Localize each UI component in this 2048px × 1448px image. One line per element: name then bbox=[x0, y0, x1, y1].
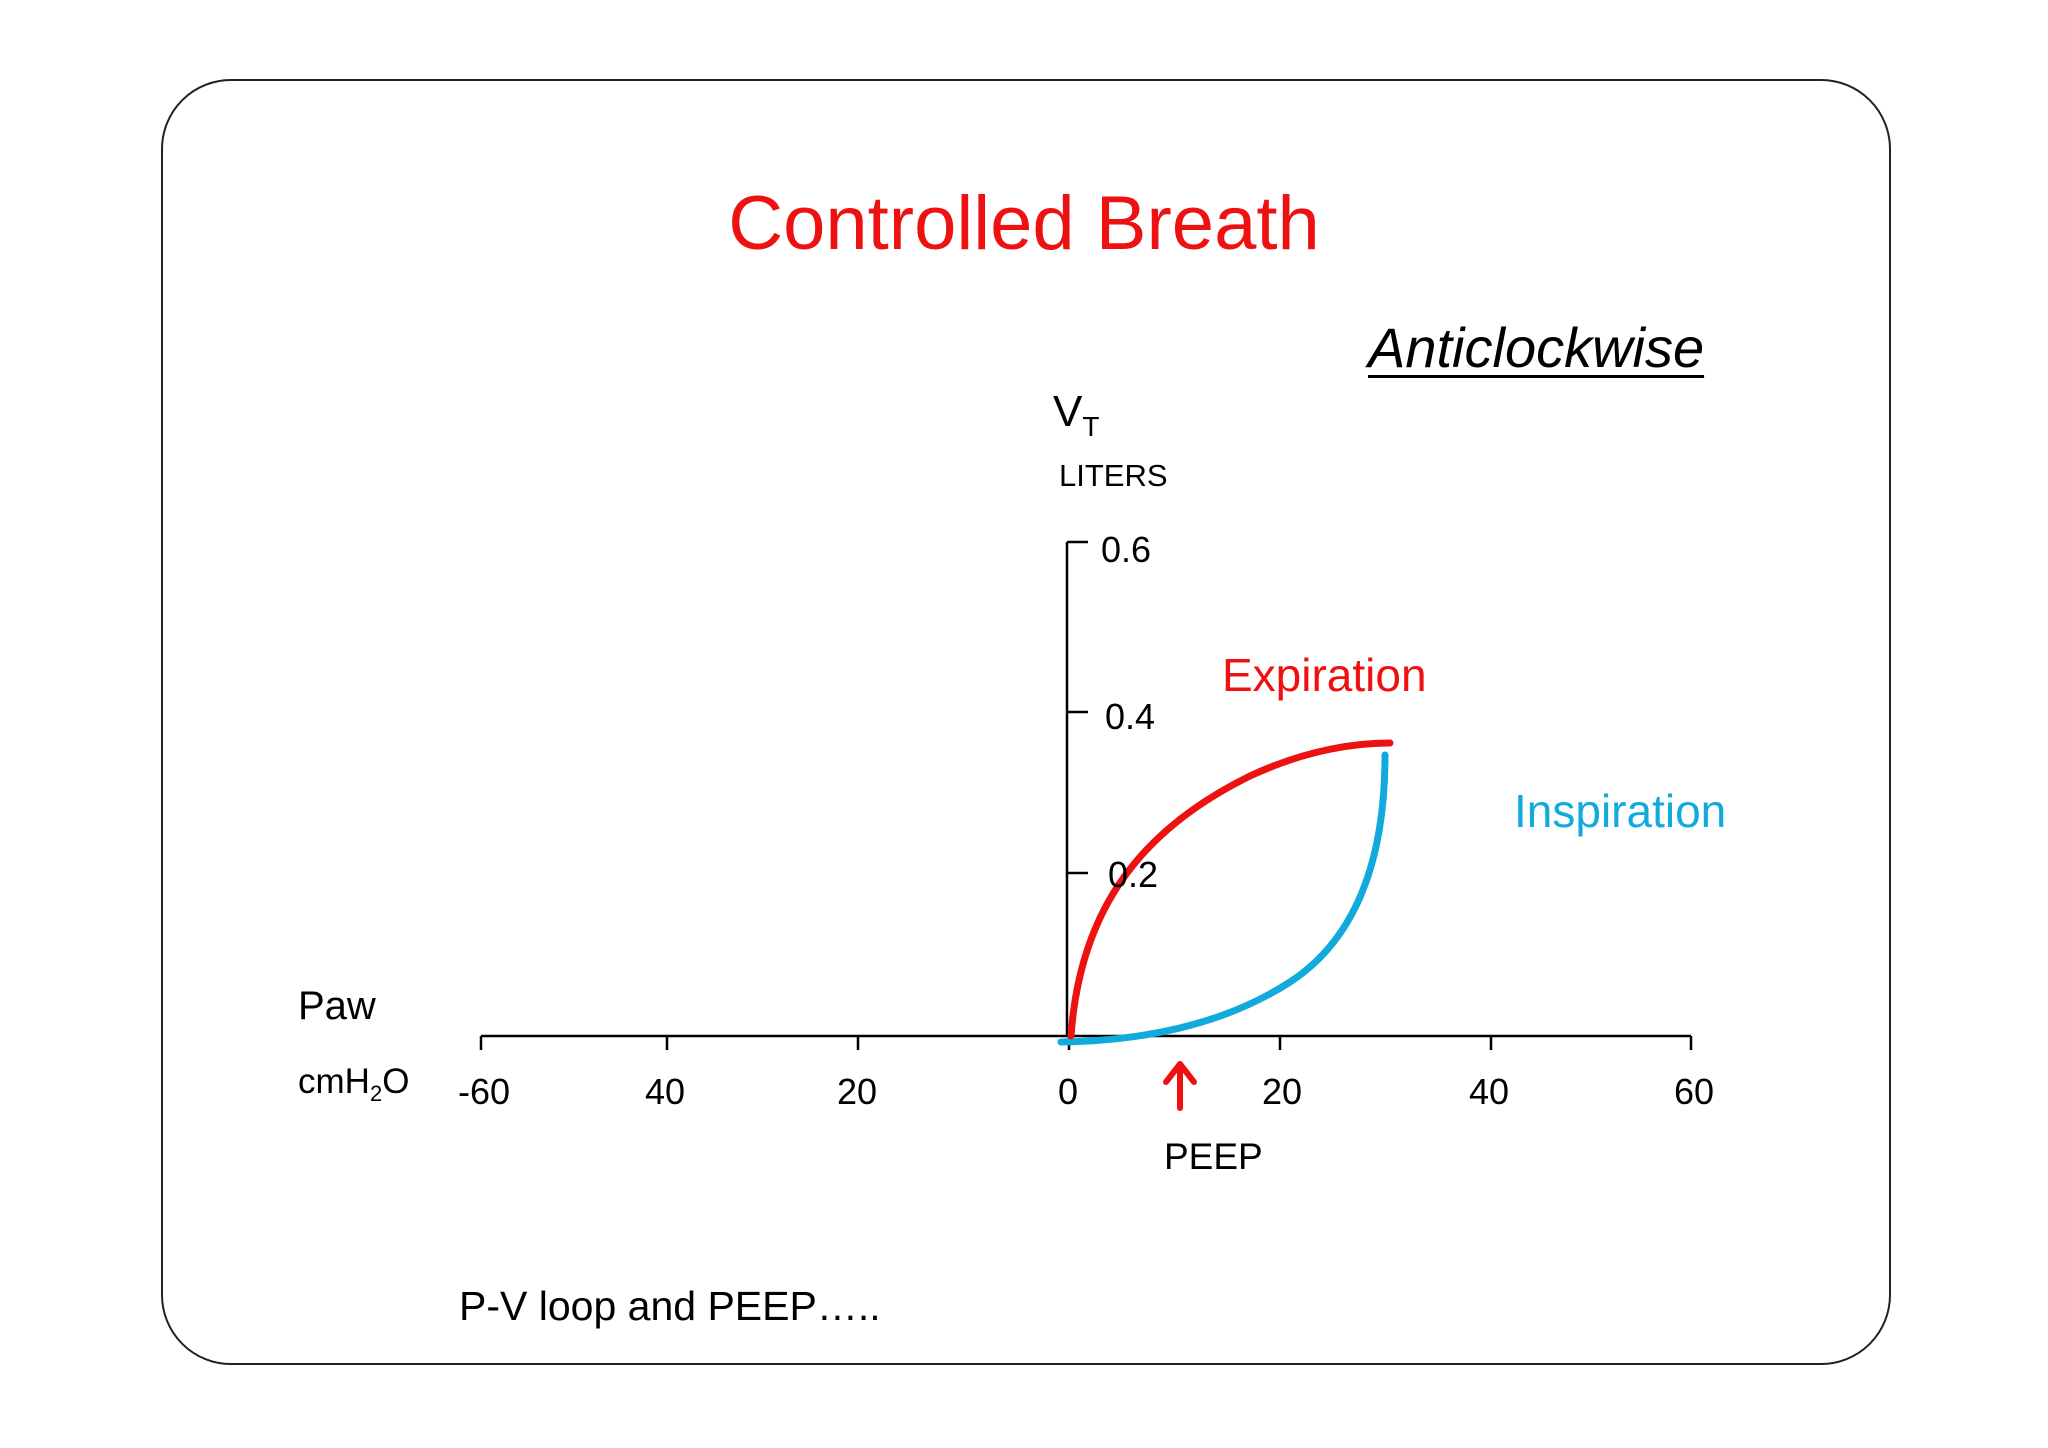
x-tick-label: -60 bbox=[458, 1071, 511, 1112]
peep-label: PEEP bbox=[1164, 1136, 1263, 1177]
expiration-curve bbox=[1067, 739, 1394, 1040]
peep-arrow-icon bbox=[1163, 1061, 1197, 1111]
y-tick-label: 0.2 bbox=[1108, 854, 1159, 895]
x-tick-label: 60 bbox=[1674, 1071, 1715, 1112]
direction-label: Anticlockwise bbox=[1368, 316, 1705, 379]
expiration-label: Expiration bbox=[1222, 649, 1427, 701]
y-axis-unit: LITERS bbox=[1059, 458, 1168, 493]
x-tick-label: 20 bbox=[1262, 1071, 1303, 1112]
x-axis-unit-sub: 2 bbox=[369, 1081, 383, 1106]
y-tick-label: 0.4 bbox=[1105, 696, 1156, 737]
y-axis-symbol: VT bbox=[1053, 390, 1099, 441]
x-axis-unit-tail: O bbox=[382, 1062, 410, 1101]
y-axis-symbol-main: V bbox=[1053, 387, 1083, 436]
x-axis-name: Paw bbox=[298, 984, 376, 1028]
inspiration-label: Inspiration bbox=[1514, 785, 1727, 837]
x-axis-unit: cmH2O bbox=[298, 1064, 409, 1105]
inspiration-curve bbox=[1057, 751, 1389, 1046]
x-tick-label: 40 bbox=[645, 1071, 686, 1112]
x-tick-label: 40 bbox=[1469, 1071, 1510, 1112]
y-tick-label: 0.6 bbox=[1101, 529, 1152, 570]
slide-frame bbox=[161, 79, 1891, 1365]
x-axis-unit-main: cmH bbox=[298, 1062, 370, 1101]
footer-caption: P-V loop and PEEP….. bbox=[459, 1283, 881, 1329]
slide-title: Controlled Breath bbox=[728, 181, 1320, 266]
x-tick-label: 0 bbox=[1058, 1071, 1079, 1112]
y-axis-symbol-sub: T bbox=[1082, 411, 1100, 442]
x-tick-label: 20 bbox=[837, 1071, 878, 1112]
